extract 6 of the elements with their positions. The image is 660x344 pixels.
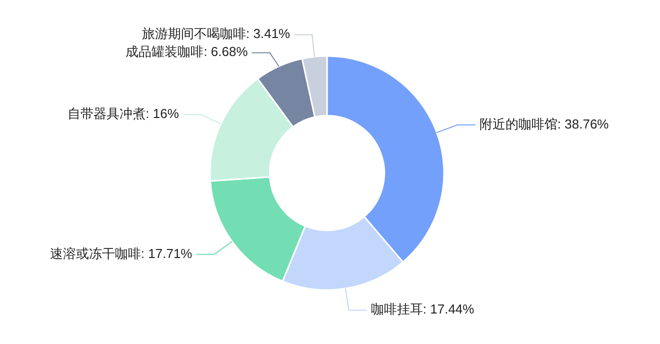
slice-label: 成品罐装咖啡: 6.68% [126,44,248,60]
slice-label: 自带器具冲煮: 16% [68,106,180,121]
slice-label: 附近的咖啡馆: 38.76% [479,116,610,132]
slice-label: 咖啡挂耳: 17.44% [370,302,475,317]
slice-label: 速溶或冻干咖啡: 17.71% [50,246,193,261]
slice-label: 旅游期间不喝咖啡: 3.41% [142,26,291,42]
